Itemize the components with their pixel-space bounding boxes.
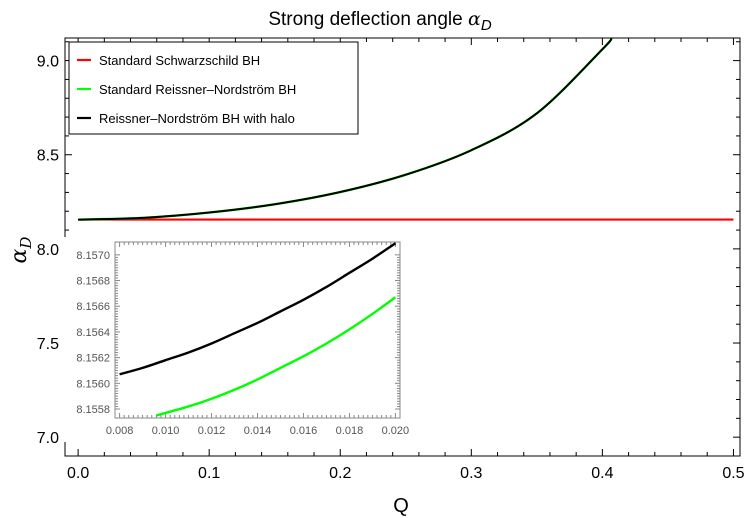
y-tick-label: 8.0 [37, 242, 59, 259]
y-tick-label: 8.5 [37, 148, 59, 165]
inset-x-tick-label: 0.018 [336, 425, 364, 437]
inset-x-tick-label: 0.012 [198, 425, 226, 437]
x-tick-label: 0.2 [329, 465, 351, 482]
x-tick-label: 0.1 [198, 465, 220, 482]
legend: Standard Schwarzschild BH Standard Reissn… [68, 41, 359, 135]
inset-y-tick-label: 8.1560 [76, 378, 110, 390]
inset-x-tick-label: 0.014 [244, 425, 272, 437]
inset-y-tick-label: 8.1562 [76, 353, 110, 365]
inset-x-tick-label: 0.020 [382, 425, 410, 437]
x-tick-label: 0.0 [67, 465, 89, 482]
x-axis-label: Q [393, 495, 409, 517]
x-tick-label: 0.4 [591, 465, 613, 482]
legend-entry: Standard Reissner–Nordström BH [99, 82, 296, 97]
title-symbol: α [468, 8, 481, 30]
inset-plot: 0.008 0.010 0.012 0.014 0.016 0.018 0.020 8.155… [60, 237, 409, 442]
y-tick-label: 9.0 [37, 54, 59, 71]
inset-y-tick-label: 8.1570 [76, 250, 110, 262]
inset-x-tick-label: 0.010 [152, 425, 180, 437]
inset-series-line-1 [156, 296, 397, 417]
legend-entry: Reissner–Nordström BH with halo [99, 111, 295, 126]
legend-box [68, 41, 359, 135]
inset-x-tick-label: 0.008 [106, 425, 134, 437]
chart-title: Strong deflection angle αD [268, 8, 492, 34]
series-line-3 [78, 38, 613, 221]
y-tick-label: 7.5 [37, 336, 59, 353]
x-tick-label: 0.3 [460, 465, 482, 482]
legend-entry: Standard Schwarzschild BH [99, 53, 260, 68]
series-lines [78, 38, 734, 221]
ylabel-subscript: D [17, 237, 35, 250]
inset-y-tick-label: 8.1566 [76, 301, 110, 313]
y-axis-label: αD [7, 237, 35, 264]
inset-y-tick-label: 8.1568 [76, 276, 110, 288]
inset-x-tick-label: 0.016 [290, 425, 318, 437]
inset-y-tick-label: 8.1564 [76, 327, 110, 339]
ylabel-symbol: α [7, 248, 32, 263]
inset-series-lines [119, 242, 397, 417]
y-tick-label: 7.0 [37, 430, 59, 447]
inset-series-line-2 [119, 242, 397, 376]
inset-y-tick-label: 8.1558 [76, 404, 110, 416]
title-subscript: D [481, 17, 492, 34]
x-tick-label: 0.5 [722, 465, 744, 482]
